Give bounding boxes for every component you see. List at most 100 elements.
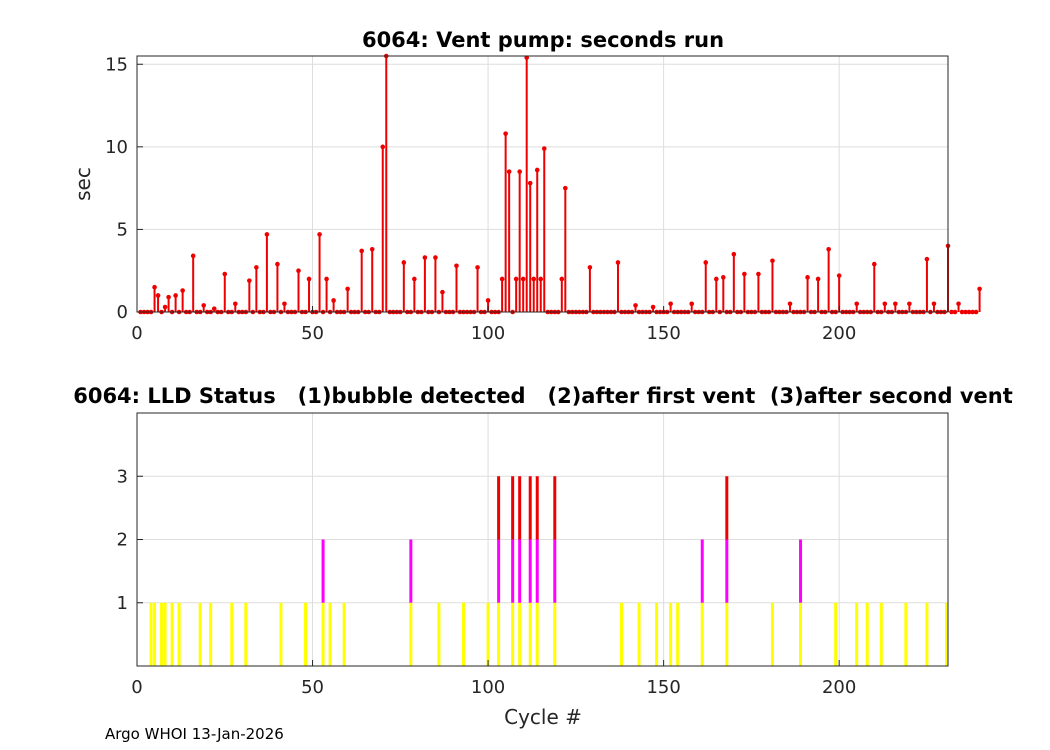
vent-pump-point <box>805 275 810 280</box>
vent-pump-point <box>369 246 375 252</box>
lld-status-x-tick-label: 200 <box>822 677 856 698</box>
vent-pump-point <box>742 271 747 277</box>
vent-pump-point <box>433 255 438 260</box>
vent-pump-point <box>756 271 761 277</box>
vent-pump-x-tick-label: 200 <box>822 323 856 344</box>
vent-pump-point <box>412 276 417 282</box>
vent-pump-point <box>324 276 329 282</box>
vent-pump-chart-title: 6064: Vent pump: seconds run <box>362 28 724 52</box>
vent-pump-point <box>633 303 638 308</box>
vent-pump-point <box>534 167 540 173</box>
vent-pump-point <box>254 265 259 270</box>
vent-pump-point <box>275 261 280 267</box>
vent-pump-point <box>152 284 157 290</box>
vent-pump-point <box>282 301 287 307</box>
vent-pump-point <box>836 273 842 278</box>
vent-pump-point <box>166 294 171 300</box>
vent-pump-x-tick-label: 150 <box>646 323 680 344</box>
vent-pump-point <box>959 309 965 315</box>
vent-pump-chart: 6064: Vent pump: seconds run sec 0 50 100 1… <box>71 28 982 344</box>
vent-pump-point <box>454 263 459 269</box>
vent-pump-point <box>222 271 228 277</box>
vent-pump-point <box>731 251 737 257</box>
vent-pump-point <box>296 268 301 274</box>
lld-status-x-tick-label: 100 <box>471 677 505 698</box>
vent-pump-x-tick-label: 50 <box>301 323 324 344</box>
vent-pump-point <box>531 276 537 282</box>
vent-pump-y-tick-label: 15 <box>105 54 128 75</box>
vent-pump-point <box>956 301 961 307</box>
vent-pump-point <box>977 286 982 292</box>
lld-status-chart-title: 6064: LLD Status (1)bubble detected (2)a… <box>73 384 1013 408</box>
vent-pump-point <box>970 309 975 315</box>
vent-pump-point <box>475 265 480 270</box>
lld-status-stems <box>149 476 948 666</box>
vent-pump-point <box>440 289 445 295</box>
vent-pump-point <box>826 246 831 252</box>
vent-pump-ticks: 0 50 100 150 200 0 5 10 15 <box>105 54 856 344</box>
vent-pump-point <box>871 261 877 267</box>
lld-status-x-tick-label: 0 <box>131 677 142 698</box>
vent-pump-point <box>973 309 979 315</box>
vent-pump-point <box>422 255 428 260</box>
lld-status-x-tick-label: 150 <box>646 677 680 698</box>
vent-pump-point <box>345 286 350 292</box>
vent-pump-point <box>559 276 565 282</box>
vent-pump-point <box>155 293 161 298</box>
vent-pump-point <box>401 260 407 265</box>
lld-status-axes-box <box>136 412 949 667</box>
vent-pump-point <box>949 309 954 315</box>
vent-pump-point <box>721 275 726 280</box>
vent-pump-point <box>517 169 522 174</box>
vent-pump-point <box>787 301 793 307</box>
vent-pump-axes-box <box>136 55 949 313</box>
lld-status-grid <box>136 413 948 666</box>
vent-pump-point <box>513 276 519 282</box>
vent-pump-point <box>963 309 968 315</box>
vent-pump-point <box>587 265 593 270</box>
vent-pump-point <box>770 258 775 264</box>
vent-pump-y-tick-label: 5 <box>117 219 128 240</box>
vent-pump-x-tick-label: 0 <box>131 323 142 344</box>
vent-pump-point <box>499 276 505 282</box>
vent-pump-point <box>893 301 898 307</box>
vent-pump-point <box>924 256 930 262</box>
vent-pump-point <box>952 309 958 315</box>
lld-status-x-tick-label: 50 <box>301 677 324 698</box>
vent-pump-y-tick-label: 10 <box>105 137 128 158</box>
vent-pump-point <box>668 301 673 307</box>
vent-pump-point <box>359 248 364 254</box>
vent-pump-point <box>233 301 238 307</box>
lld-status-y-tick-label: 1 <box>117 593 128 614</box>
lld-status-y-tick-label: 2 <box>117 530 128 551</box>
vent-pump-y-axis-label: sec <box>71 167 95 201</box>
vent-pump-point <box>506 169 512 174</box>
vent-pump-point <box>815 276 821 282</box>
vent-pump-point <box>689 301 695 307</box>
lld-status-y-tick-label: 3 <box>117 466 128 487</box>
vent-pump-grid <box>136 56 948 313</box>
vent-pump-point <box>380 144 386 150</box>
vent-pump-point <box>180 288 185 293</box>
vent-pump-point <box>854 301 860 307</box>
vent-pump-point <box>162 304 168 310</box>
vent-pump-stems <box>138 53 982 315</box>
lld-status-chart: 6064: LLD Status (1)bubble detected (2)a… <box>73 384 1013 729</box>
vent-pump-point <box>882 301 888 307</box>
vent-pump-point <box>650 304 656 310</box>
lld-status-x-axis-label: Cycle # <box>504 705 582 729</box>
vent-pump-point <box>306 276 312 282</box>
vent-pump-point <box>527 180 533 186</box>
vent-pump-point <box>713 276 719 282</box>
vent-pump-point <box>264 232 270 237</box>
vent-pump-point <box>201 303 207 308</box>
vent-pump-point <box>247 278 252 283</box>
vent-pump-point <box>907 301 912 307</box>
vent-pump-point <box>615 260 621 265</box>
vent-pump-point <box>190 253 196 259</box>
vent-pump-point <box>211 306 217 311</box>
vent-pump-point <box>538 276 544 282</box>
vent-pump-point <box>524 55 530 60</box>
vent-pump-point <box>317 232 322 237</box>
